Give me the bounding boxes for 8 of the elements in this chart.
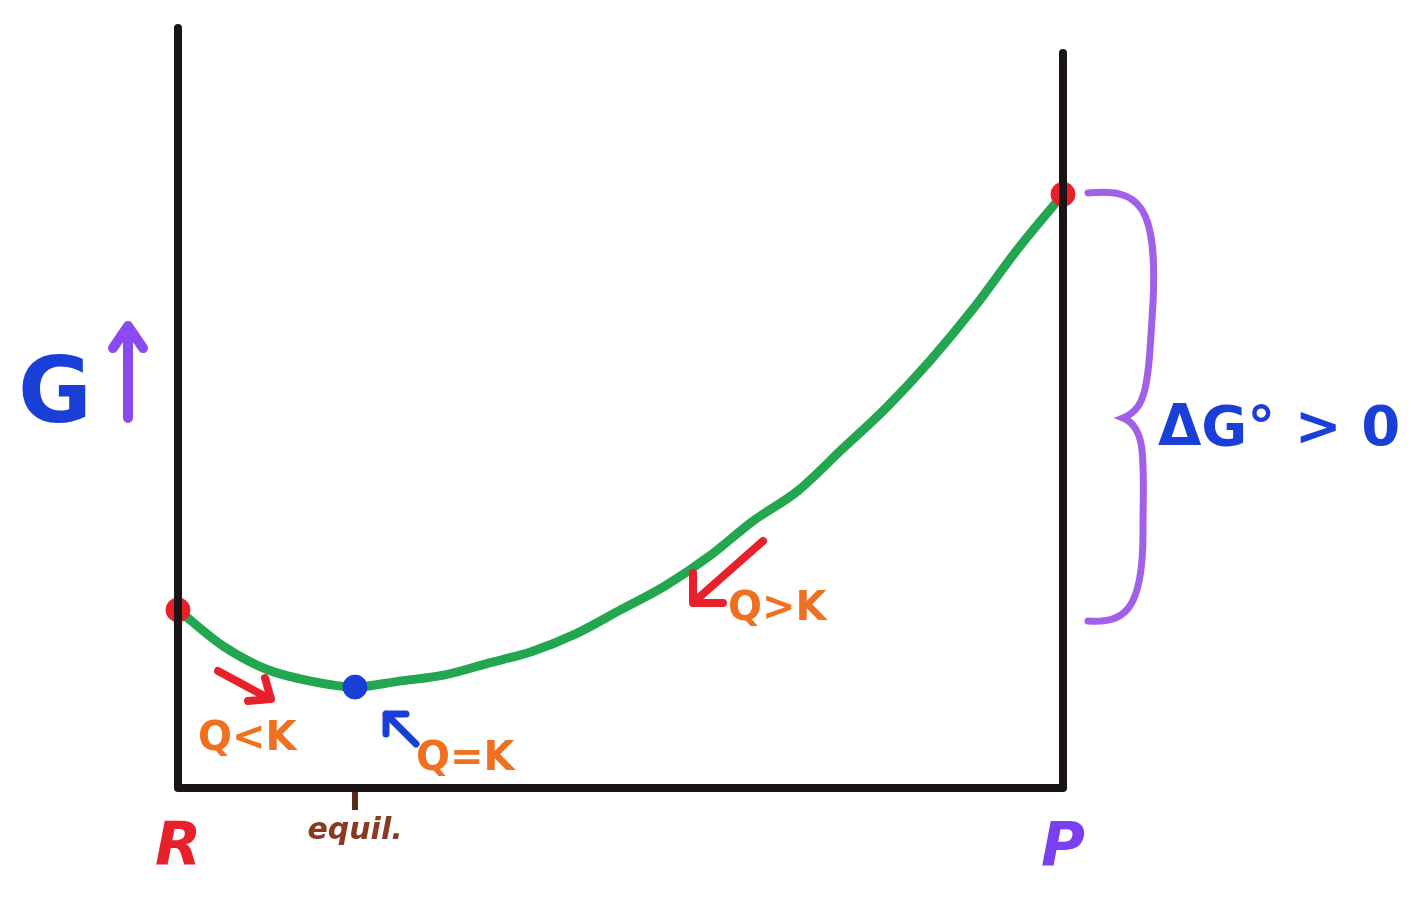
- annotation: Q<K: [198, 713, 297, 759]
- annotation: Q=K: [416, 733, 515, 779]
- y-axis-title: G: [18, 338, 92, 443]
- x-tick-label: P: [1041, 808, 1086, 879]
- text: ΔG° > 0: [1158, 393, 1401, 458]
- annotation: Q>K: [728, 583, 827, 629]
- x-tick-label: R: [154, 808, 202, 879]
- x-tick-label: equil.: [307, 810, 403, 846]
